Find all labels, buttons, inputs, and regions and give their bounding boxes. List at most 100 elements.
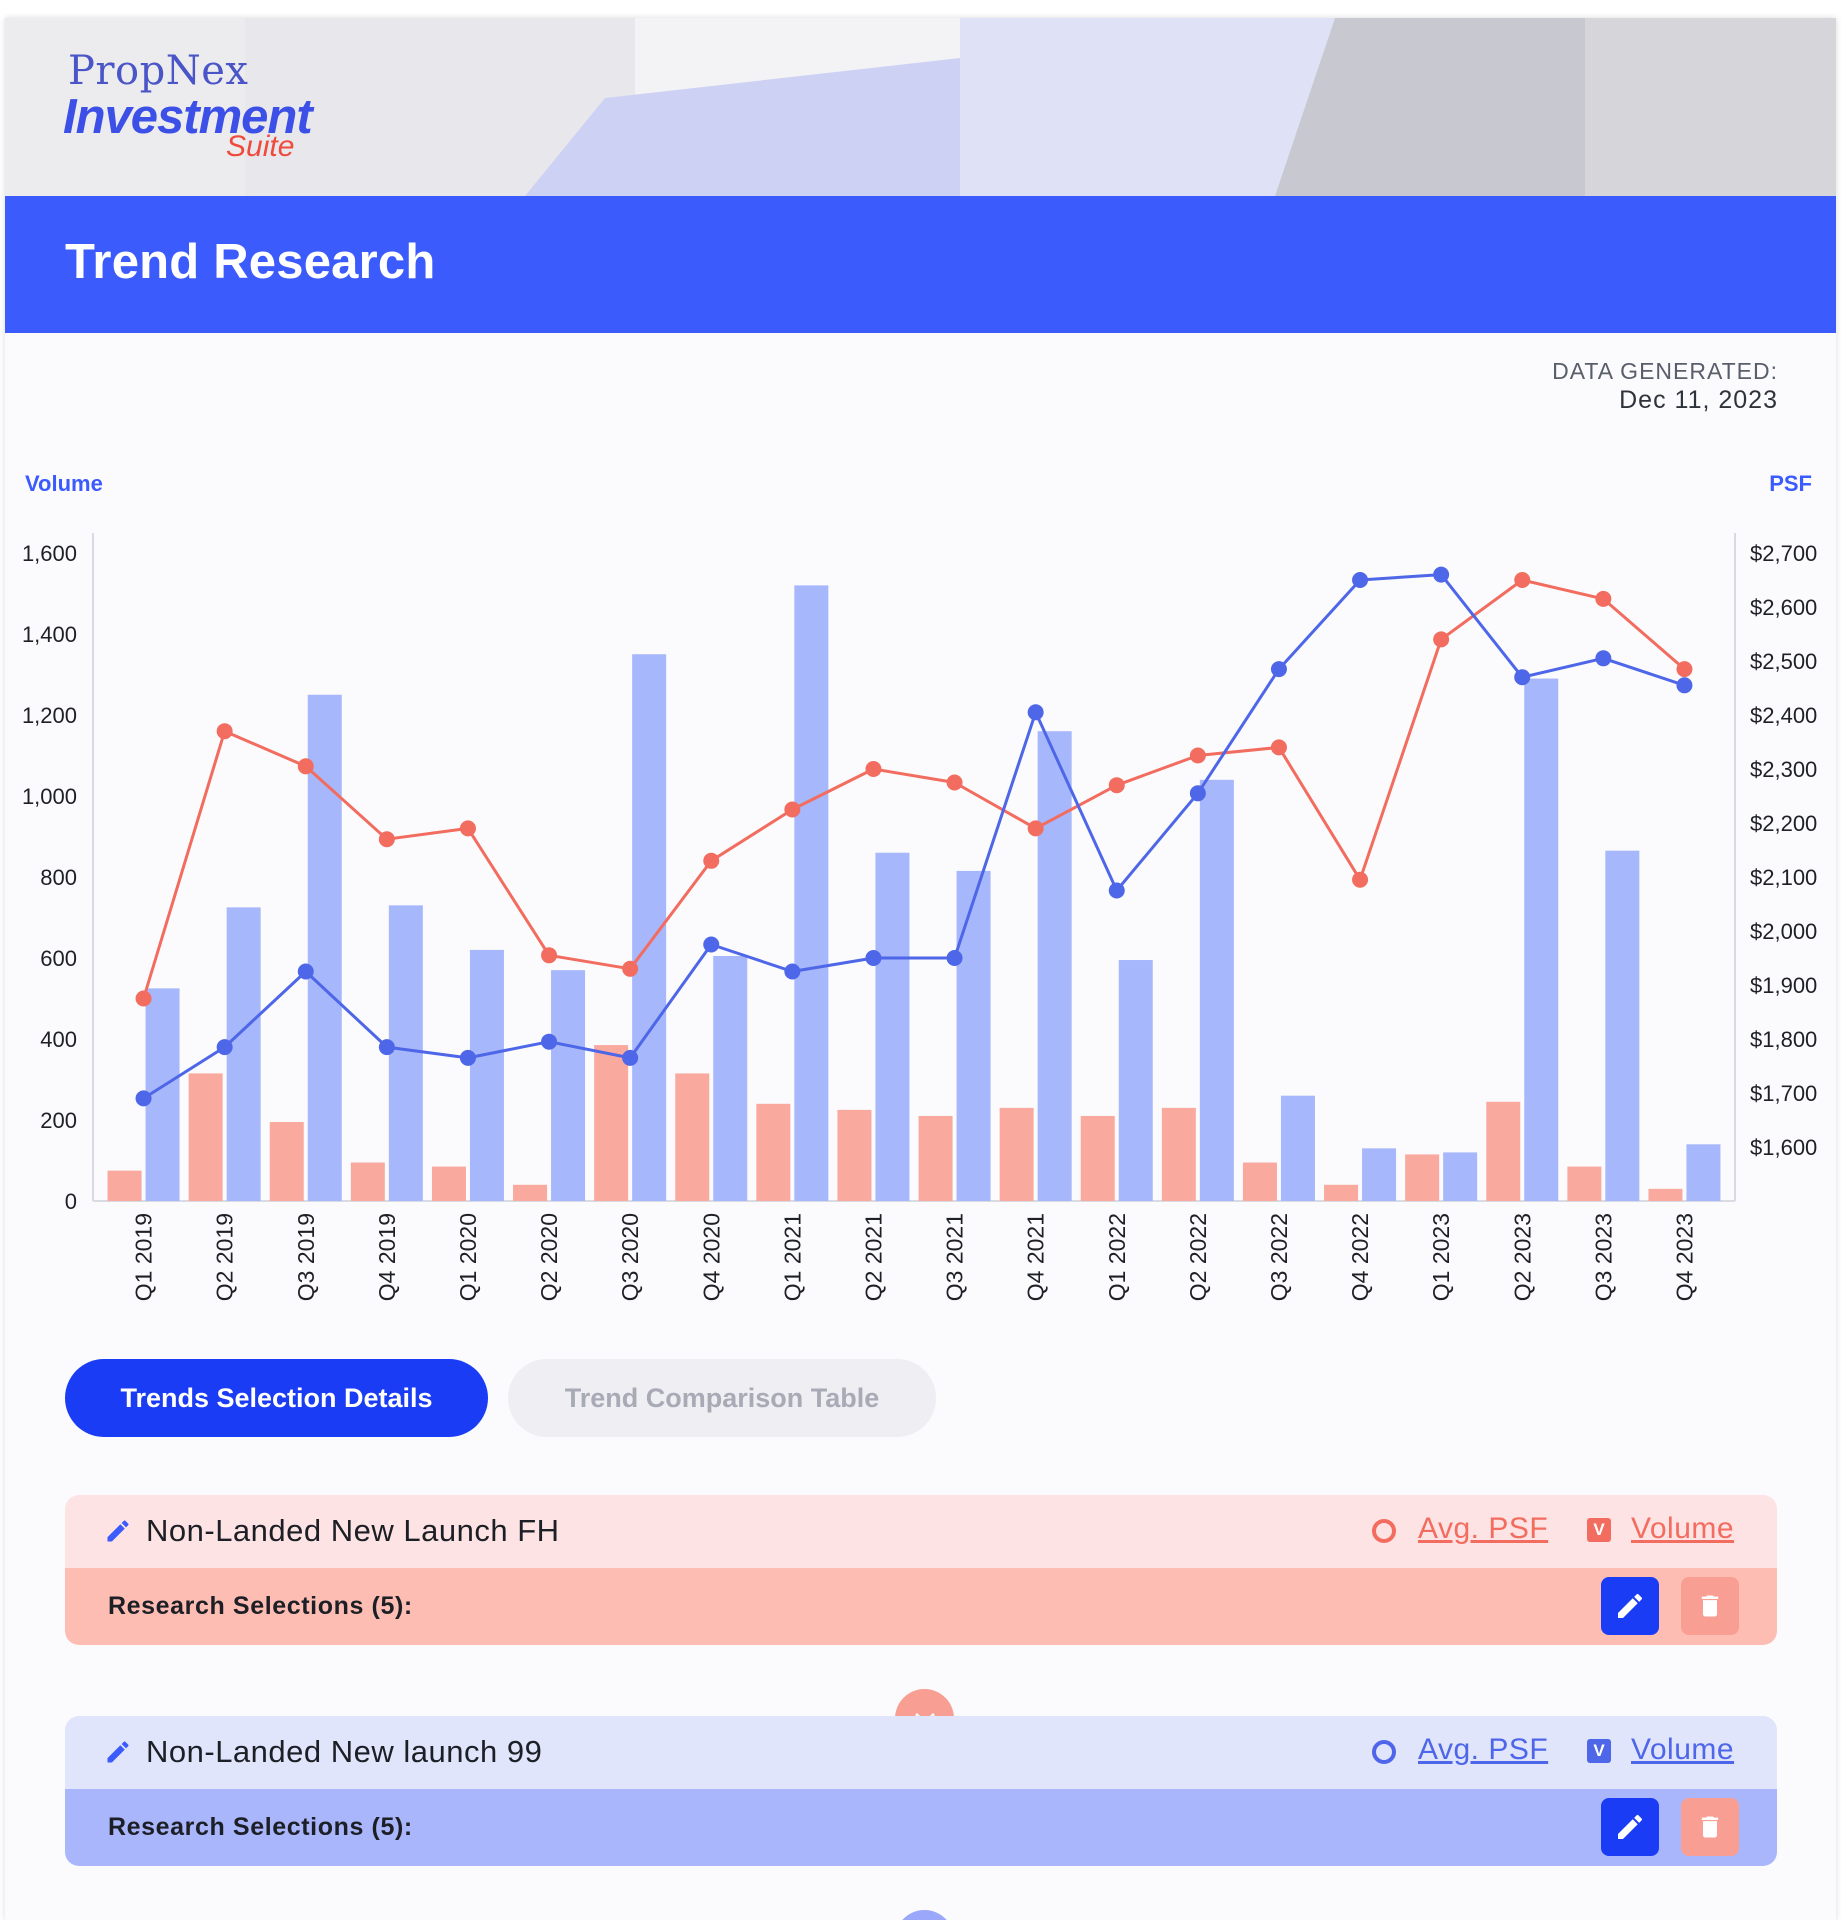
line-point-fh xyxy=(1352,871,1369,888)
y-tick-right-label: $2,000 xyxy=(1750,919,1817,944)
x-tick-label: Q3 2019 xyxy=(293,1213,319,1301)
line-point-fh xyxy=(784,801,801,818)
line-point-fh xyxy=(1270,739,1287,756)
bar-99 xyxy=(388,905,423,1201)
research-selections-row: Research Selections (5): xyxy=(65,1789,1777,1920)
bar-fh xyxy=(188,1073,223,1201)
pencil-icon xyxy=(1618,1593,1642,1618)
bar-fh xyxy=(1405,1154,1440,1201)
trend-card-99: Non-Landed New launch 99 Avg. PSF V Volu… xyxy=(65,1716,1777,1920)
bar-99 xyxy=(551,970,586,1201)
expand-button[interactable] xyxy=(895,1910,954,1920)
bar-99 xyxy=(1118,960,1153,1201)
trend-card-header: Non-Landed New launch 99 Avg. PSF V Volu… xyxy=(65,1716,1777,1789)
trend-card-title: Non-Landed New launch 99 xyxy=(146,1734,543,1769)
app-frame: PropNex Investment Suite Trend Research … xyxy=(5,18,1836,1920)
volume-checkbox[interactable]: V xyxy=(1587,1518,1611,1542)
brand-logo-propnex: PropNex xyxy=(68,48,249,94)
bar-99 xyxy=(713,955,748,1201)
line-point-99 xyxy=(297,963,314,980)
bar-99 xyxy=(469,949,504,1201)
edit-name-icon[interactable] xyxy=(104,1517,132,1545)
edit-button[interactable] xyxy=(1601,1577,1659,1635)
line-series-99 xyxy=(142,573,1685,1100)
line-point-99 xyxy=(378,1039,395,1056)
bar-fh xyxy=(107,1170,142,1201)
bar-fh xyxy=(431,1166,466,1201)
line-point-fh xyxy=(1676,661,1693,678)
line-point-fh xyxy=(1108,777,1125,794)
bar-fh xyxy=(918,1115,953,1201)
x-tick-label: Q4 2022 xyxy=(1347,1213,1373,1301)
line-point-fh xyxy=(1433,631,1450,648)
brand-logo-suite: Suite xyxy=(226,130,295,163)
line-point-fh xyxy=(1595,590,1612,607)
avg-psf-link[interactable]: Avg. PSF xyxy=(1418,1512,1549,1545)
x-tick-label: Q3 2021 xyxy=(942,1213,968,1301)
y-tick-left-label: 600 xyxy=(40,946,77,971)
x-tick-label: Q3 2023 xyxy=(1590,1213,1616,1301)
line-point-99 xyxy=(865,950,882,966)
line-point-99 xyxy=(703,936,720,953)
tab-trends-selection-details[interactable]: Trends Selection Details xyxy=(65,1359,488,1437)
delete-button[interactable] xyxy=(1681,1798,1739,1856)
line-point-99 xyxy=(1027,704,1044,721)
line-point-99 xyxy=(1433,566,1450,583)
bar-fh xyxy=(513,1184,548,1201)
bar-99 xyxy=(875,852,910,1201)
avg-psf-link[interactable]: Avg. PSF xyxy=(1418,1733,1549,1766)
avg-psf-radio[interactable] xyxy=(1372,1519,1396,1543)
x-tick-label: Q1 2020 xyxy=(455,1213,481,1301)
y-tick-right-label: $1,900 xyxy=(1750,973,1817,998)
bar-99 xyxy=(1199,779,1234,1201)
line-point-fh xyxy=(297,758,314,775)
x-tick-label: Q4 2020 xyxy=(698,1213,724,1301)
volume-checkbox[interactable]: V xyxy=(1587,1739,1611,1763)
title-banner: Trend Research xyxy=(5,196,1836,333)
edit-button[interactable] xyxy=(1601,1798,1659,1856)
pencil-icon xyxy=(1618,1814,1642,1839)
delete-button[interactable] xyxy=(1681,1577,1739,1635)
brand-logo-investment: Investment xyxy=(63,90,313,144)
bar-99 xyxy=(1280,1095,1315,1201)
line-point-99 xyxy=(1352,572,1369,588)
page-title: Trend Research xyxy=(65,235,436,289)
trash-icon xyxy=(1701,1816,1719,1838)
bar-99 xyxy=(1686,1144,1721,1201)
bar-fh xyxy=(1648,1188,1683,1201)
line-point-fh xyxy=(541,947,558,964)
line-series-fh xyxy=(142,578,1686,999)
line-point-fh xyxy=(1189,747,1206,764)
bar-99 xyxy=(1524,678,1559,1201)
bar-fh xyxy=(1242,1162,1277,1201)
line-point-fh xyxy=(622,960,639,977)
bar-fh xyxy=(675,1073,710,1201)
y-tick-left-label: 1,400 xyxy=(22,622,77,647)
line-point-fh xyxy=(946,774,963,791)
edit-name-icon[interactable] xyxy=(104,1738,132,1766)
y-tick-right-label: $2,400 xyxy=(1750,703,1817,728)
bar-99 xyxy=(956,870,991,1201)
line-point-99 xyxy=(1270,661,1287,678)
x-tick-label: Q2 2019 xyxy=(212,1213,238,1301)
y-tick-right-label: $2,300 xyxy=(1750,757,1817,782)
tab-trend-comparison-table[interactable]: Trend Comparison Table xyxy=(508,1359,936,1437)
y-tick-left-label: 400 xyxy=(40,1027,77,1052)
line-point-99 xyxy=(1108,882,1125,899)
volume-link[interactable]: Volume xyxy=(1631,1512,1735,1545)
bar-fh xyxy=(594,1045,629,1201)
y-tick-right-label: $1,600 xyxy=(1750,1135,1817,1160)
header-hero: PropNex Investment Suite xyxy=(5,18,1836,196)
volume-link[interactable]: Volume xyxy=(1631,1733,1735,1766)
x-tick-label: Q3 2022 xyxy=(1266,1213,1292,1301)
line-point-99 xyxy=(946,950,963,966)
avg-psf-radio[interactable] xyxy=(1372,1740,1396,1764)
y-axis-left-title: Volume xyxy=(25,471,103,496)
bar-fh xyxy=(756,1103,791,1201)
line-point-99 xyxy=(135,1090,152,1107)
x-tick-label: Q2 2022 xyxy=(1185,1213,1211,1301)
y-tick-right-label: $2,100 xyxy=(1750,865,1817,890)
trash-icon xyxy=(1701,1595,1719,1617)
bar-fh xyxy=(1080,1115,1115,1201)
x-tick-label: Q1 2021 xyxy=(779,1213,805,1301)
